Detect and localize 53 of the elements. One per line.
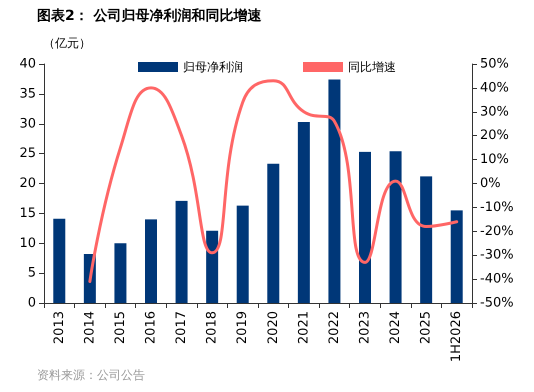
y-tick-label: 30 [19,116,36,132]
bar [176,200,188,303]
x-tick-label: 2022 [326,311,342,344]
bar [236,206,249,303]
text: 资料来源：公司公告 [37,368,145,382]
bar [267,164,280,303]
bar [298,122,310,303]
y2-tick-label: 50% [480,56,509,72]
legend-label: 同比增速 [348,60,396,74]
y2-tick-label: 10% [480,152,509,168]
chart-title: 图表2： 公司归母净利润和同比增速 [37,7,263,24]
y2-tick-label: -40% [480,272,514,287]
bar [359,152,371,303]
x-tick-label: 2025 [418,311,434,344]
y-tick-label: 0 [28,296,36,310]
x-tick-label: 2023 [358,311,372,344]
y2-tick-label: 30% [480,104,509,120]
y-tick-label: 25 [19,146,36,162]
y-axis-title: （亿元） [43,36,91,50]
y-tick-label: 35 [19,86,36,102]
bar [390,151,402,303]
x-tick-label: 2017 [174,311,190,344]
x-tick-label: 2018 [204,311,220,344]
y-tick-label: 5 [28,266,36,281]
y2-tick-label: -10% [480,200,514,215]
y-tick-label: 20 [19,176,36,191]
y2-tick-label: 40% [480,80,509,96]
y-tick-label: 15 [19,206,36,221]
bar [53,218,66,303]
y2-tick-label: -30% [480,248,514,263]
bar [145,219,157,303]
x-tick-label: 2013 [52,311,67,344]
y2-tick-label: 0% [480,176,501,191]
x-tick-label: 2015 [112,311,128,344]
x-tick-label: 1H2026 [449,311,464,362]
bar [420,176,432,303]
y2-tick-label: -20% [480,224,514,239]
bar [114,243,126,303]
x-tick-label: 2016 [144,311,158,344]
y2-tick-label: 20% [480,128,509,144]
y-tick-label: 10 [19,236,36,251]
y2-tick-label: -50% [480,296,514,310]
line-series [88,79,458,283]
x-tick-label: 2024 [388,311,404,344]
bar [450,210,463,303]
y-tick-label: 40 [19,56,36,72]
bar [206,230,218,303]
x-tick-label: 2020 [266,311,281,344]
x-tick-label: 2019 [235,311,250,344]
legend-label: 归母净利润 [183,60,243,74]
x-tick-label: 2021 [296,311,312,344]
bar [328,80,340,303]
x-tick-label: 2014 [82,311,98,344]
